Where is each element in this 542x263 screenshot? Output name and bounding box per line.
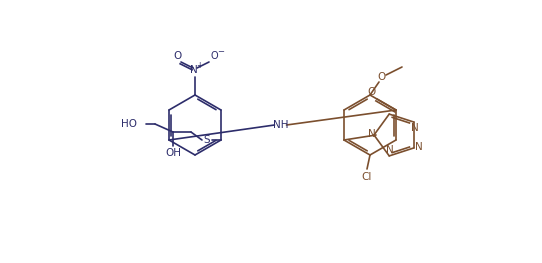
Text: N: N xyxy=(415,142,423,152)
Text: O: O xyxy=(173,51,181,61)
Text: O: O xyxy=(210,51,218,61)
Text: HO: HO xyxy=(121,119,137,129)
Text: N: N xyxy=(411,123,418,133)
Text: O: O xyxy=(378,72,386,82)
Text: NH: NH xyxy=(273,120,288,130)
Text: O: O xyxy=(368,87,376,97)
Text: Cl: Cl xyxy=(362,172,372,182)
Text: N: N xyxy=(368,129,376,139)
Text: +: + xyxy=(196,62,202,70)
Text: N: N xyxy=(386,145,394,155)
Text: N: N xyxy=(190,65,198,75)
Text: S: S xyxy=(204,135,210,145)
Text: −: − xyxy=(217,48,224,57)
Text: OH: OH xyxy=(165,148,181,158)
